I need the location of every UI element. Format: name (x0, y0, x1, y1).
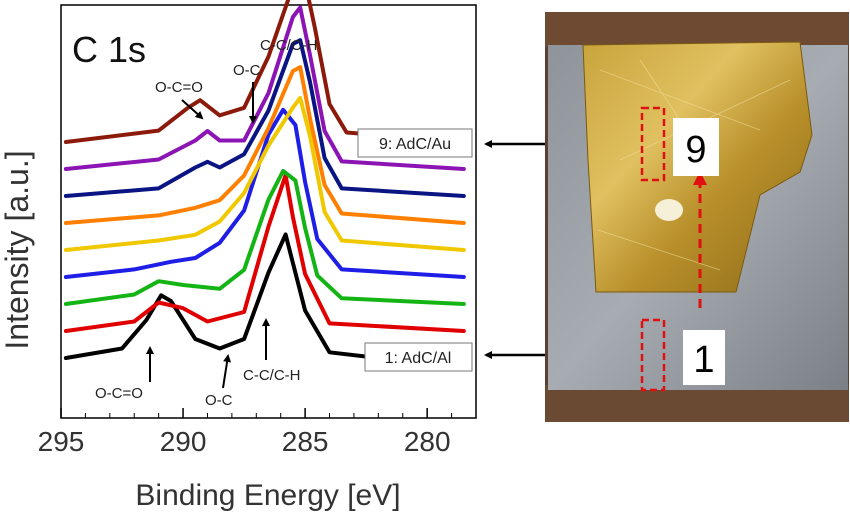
sample-region-9 (640, 106, 666, 182)
sample-label-9: 9 (685, 129, 706, 171)
sample-region-1 (640, 318, 666, 392)
x-tick-label: 295 (38, 426, 85, 457)
callout-bottom-label: 1: AdC/Al (385, 350, 452, 367)
sample-label-9-box (673, 118, 719, 176)
annotation-top-oc: O-C (233, 62, 261, 79)
callout-bottom-box (364, 342, 473, 372)
annotation-bottom-occ: O-C=O (95, 385, 143, 402)
panel-label: C 1s (72, 29, 146, 70)
callout-top-box (357, 128, 473, 158)
spectrum-9 (63, 0, 466, 144)
spectrum-7 (63, 38, 466, 198)
annotation-bottom-oc: O-C (205, 392, 233, 409)
arrow-bottom-oc (222, 354, 232, 389)
spectrum-6 (63, 65, 466, 225)
spectrum-3 (63, 169, 466, 306)
annotation-bottom-cc: C-C/C-H (243, 367, 301, 384)
callout-bottom: 1: AdC/Al (364, 342, 473, 372)
plot-frame (60, 4, 477, 419)
x-tick-label: 280 (404, 426, 451, 457)
x-tick-label: 285 (282, 426, 329, 457)
spectrum-4 (63, 107, 466, 279)
sample-photo: 9 1 (545, 12, 849, 422)
spectra-curves (63, 0, 466, 364)
x-tick-label: 290 (160, 426, 207, 457)
callout-top: 9: AdC/Au (357, 128, 473, 158)
callout-top-label: 9: AdC/Au (379, 136, 451, 153)
spectra-chart: Intensity [a.u.] C 1s 295 290 285 280 O-C=O… (0, 0, 477, 512)
sample-label-1-box (683, 330, 725, 385)
x-axis-ticks: 295 290 285 280 (38, 408, 453, 457)
spectrum-5 (63, 96, 466, 252)
annotation-top-occ: O-C=O (155, 79, 203, 96)
x-axis-label: Binding Energy [eV] (135, 479, 400, 512)
spectrum-1 (63, 232, 466, 364)
sample-label-1: 1 (693, 339, 714, 381)
spectrum-2 (63, 173, 466, 333)
annotation-top-cc: C-C/C-H (260, 37, 318, 54)
arrow-top-occ (181, 99, 204, 120)
spectrum-8 (63, 5, 466, 171)
y-axis-label: Intensity [a.u.] (0, 150, 35, 349)
